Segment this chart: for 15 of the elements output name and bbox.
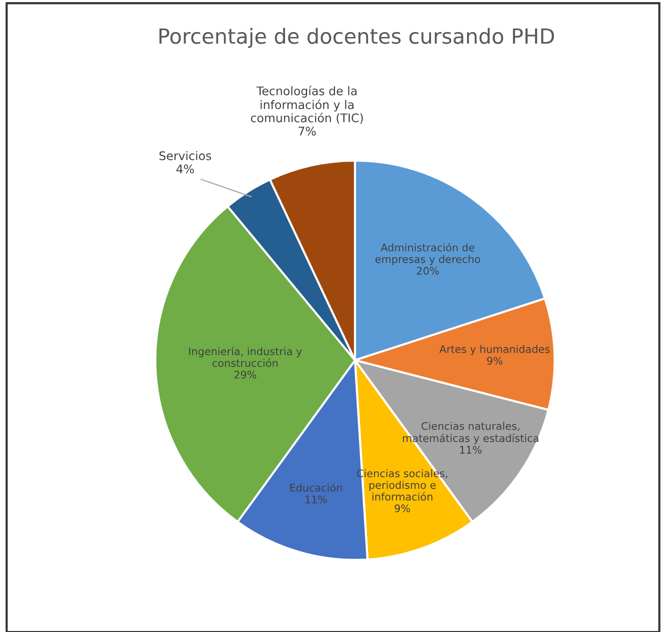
data-label: 4% [176, 164, 194, 174]
data-label: 20% [416, 266, 439, 275]
slice-label: Servicios [159, 151, 212, 160]
data-label: 9% [487, 356, 502, 365]
slice-label: Artes y humanidades [439, 344, 550, 356]
data-label: 11% [460, 446, 482, 454]
data-label: 7% [298, 126, 316, 136]
slice-label: Administración de empresas y derecho [375, 242, 480, 266]
data-label: 9% [394, 504, 410, 512]
chart-title: Porcentaje de docentes cursando PHD [159, 28, 554, 48]
data-label: 29% [234, 370, 256, 379]
data-label: 11% [306, 495, 327, 504]
slice-label: Tecnologías de la información y la comunicación (TIC) [250, 86, 363, 124]
slice-label: Educación [290, 483, 342, 492]
slice-label: Ingeniería, industria y construcción [189, 346, 302, 367]
